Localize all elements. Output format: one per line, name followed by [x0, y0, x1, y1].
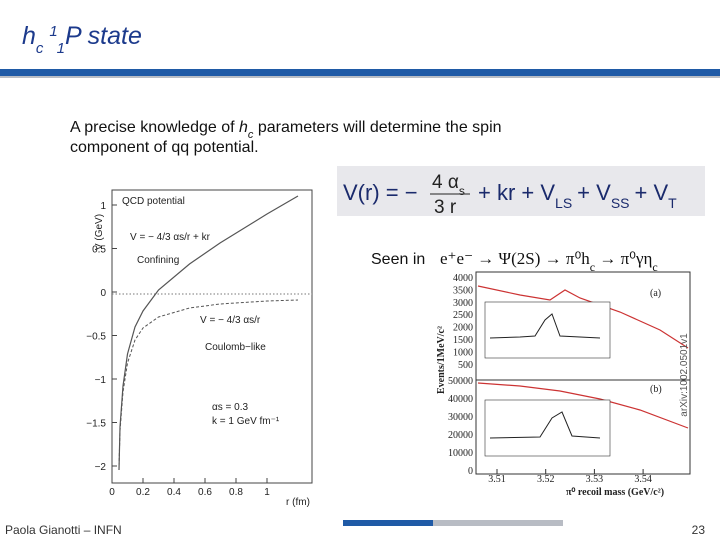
footer-bar — [433, 520, 563, 526]
y-axis-label: Events/1MeV/c² — [436, 326, 447, 394]
plot-note: Coulomb−like — [205, 342, 266, 353]
x-tick-label: 3.51 — [488, 474, 506, 485]
intro-part: c — [248, 129, 254, 141]
intro-part: parameters will determine the spin — [253, 119, 501, 136]
inset-data — [489, 411, 601, 439]
process-part: → π⁰γη — [595, 249, 652, 268]
y-tick-label: 2000 — [453, 323, 473, 334]
x-tick-label: 3.52 — [537, 474, 555, 485]
plot-note: Confining — [137, 255, 179, 266]
x-tick-label: 0.6 — [198, 487, 212, 498]
y-tick-label: 2500 — [453, 310, 473, 321]
panel-label: (a) — [650, 288, 661, 299]
y-tick-label: 50000 — [448, 376, 473, 387]
y-tick-label: 1500 — [453, 335, 473, 346]
formula-part: 4 α — [432, 172, 459, 193]
title-bar-shadow — [0, 76, 720, 78]
y-tick-label: 40000 — [448, 394, 473, 405]
inset — [484, 399, 611, 457]
y-tick-label: −1 — [95, 375, 107, 386]
potential-plot: QCD potential V = − 4/3 αs/r + kr Confin… — [86, 189, 313, 508]
formula-part: s — [459, 184, 465, 198]
plot-note: αs = 0.3 — [212, 402, 249, 413]
formula-part: + V — [635, 180, 669, 205]
title-part: P state — [65, 22, 142, 50]
slide-title: hc11P state — [22, 22, 142, 57]
y-tick-label: −1.5 — [86, 419, 106, 430]
inset-data — [489, 313, 601, 339]
footer-author: Paola Gianotti – INFN — [5, 523, 122, 537]
intro-line: component of qq potential. — [70, 139, 259, 156]
formula-lhs: V(r) = − — [343, 180, 418, 205]
panel-frame — [475, 379, 691, 475]
recoil-mass-plot: (a) (b) Events/1MeV/c² π⁰ recoil mass (G… — [436, 271, 691, 498]
title-bar — [0, 69, 720, 76]
y-tick-label: 10000 — [448, 448, 473, 459]
y-tick-label: 1 — [100, 201, 106, 212]
x-axis-label: r (fm) — [286, 497, 310, 508]
formula-part: + V — [577, 180, 611, 205]
title-part: 1 — [49, 23, 57, 40]
y-tick-label: 1000 — [453, 347, 473, 358]
plot-note: QCD potential — [122, 196, 185, 207]
process-reaction: e⁺e⁻ → Ψ(2S) → π⁰hc → π⁰γηc — [440, 249, 658, 274]
process-part: c — [590, 260, 595, 274]
formula-part: T — [668, 195, 677, 211]
panel-label: (b) — [650, 384, 662, 395]
intro-part: A precise knowledge of — [70, 119, 239, 136]
process-label: Seen in — [371, 251, 425, 268]
y-tick-label: −0.5 — [86, 332, 106, 343]
process-part: c — [652, 260, 657, 274]
y-tick-label: 0 — [468, 466, 473, 477]
x-tick-label: 3.53 — [586, 474, 604, 485]
title-part: h — [22, 22, 36, 50]
formula-part: SS — [611, 195, 630, 211]
footer-bar — [343, 520, 433, 526]
y-tick-label: 30000 — [448, 412, 473, 423]
formula-box — [337, 166, 705, 216]
formula-part: + kr + V — [478, 180, 555, 205]
inset — [484, 301, 611, 359]
x-tick-label: 0.4 — [167, 487, 181, 498]
formula-denominator: 3 r — [434, 197, 457, 218]
x-tick-label: 1 — [264, 487, 270, 498]
plot-frame — [111, 189, 313, 484]
intro-line: A precise knowledge of hc parameters wil… — [70, 119, 502, 141]
y-tick-label: 500 — [458, 360, 473, 371]
x-tick-label: 0.8 — [229, 487, 243, 498]
y-tick-label: −2 — [95, 462, 107, 473]
plot-note: V = − 4/3 αs/r + kr — [130, 232, 211, 243]
page-number: 23 — [692, 523, 706, 537]
plot-note: k = 1 GeV fm⁻¹ — [212, 416, 280, 427]
y-axis-label: V (GeV) — [94, 214, 105, 250]
x-tick-label: 0.2 — [136, 487, 150, 498]
formula-part: LS — [555, 195, 572, 211]
y-tick-label: 4000 — [453, 273, 473, 284]
process-part: e⁺e⁻ → Ψ(2S) → π⁰h — [440, 249, 590, 268]
y-tick-label: 0.5 — [92, 245, 106, 256]
title-part: c — [36, 40, 44, 57]
x-axis-label: π⁰ recoil mass (GeV/c²) — [566, 487, 664, 498]
y-tick-label: 3500 — [453, 285, 473, 296]
intro-part: h — [239, 119, 248, 136]
formula-numerator: 4 αs — [432, 172, 465, 198]
x-tick-label: 0 — [109, 487, 115, 498]
y-tick-label: 20000 — [448, 430, 473, 441]
y-tick-label: 3000 — [453, 298, 473, 309]
fit-curve — [477, 382, 689, 429]
x-tick-label: 3.54 — [634, 474, 652, 485]
title-part: 1 — [57, 40, 65, 57]
side-note: arXiv:1002.0501v1 — [679, 333, 690, 417]
plot-note: V = − 4/3 αs/r — [200, 315, 261, 326]
y-tick-label: 0 — [100, 288, 106, 299]
fit-curve — [477, 285, 689, 349]
formula-terms: + kr + VLS + VSS + VT — [478, 180, 677, 211]
coulomb-curve — [118, 299, 299, 467]
